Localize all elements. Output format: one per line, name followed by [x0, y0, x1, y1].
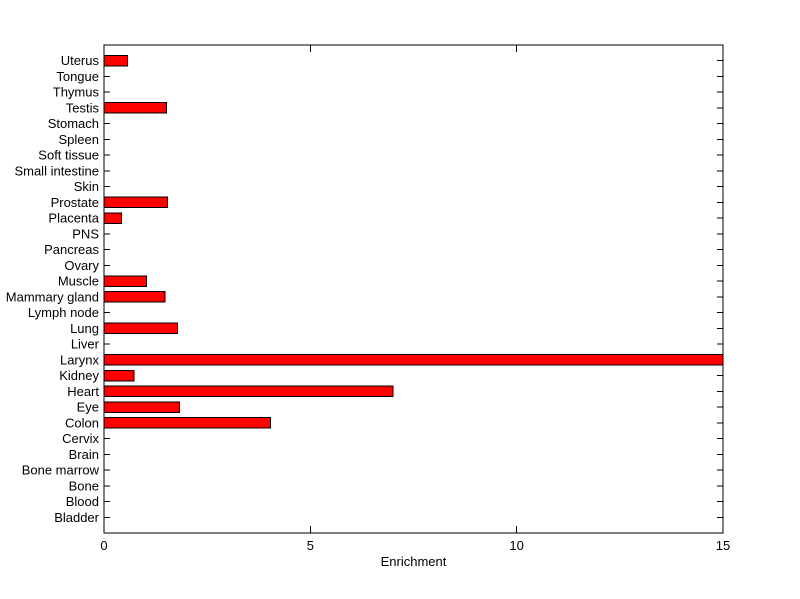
y-tick-label: Heart [67, 384, 99, 399]
y-tick-label: Eye [77, 400, 99, 415]
y-tick-label: Prostate [51, 195, 99, 210]
bar [103, 401, 181, 413]
x-tick-label: 10 [509, 538, 523, 553]
y-tick-label: Brain [69, 447, 99, 462]
y-tick-label: Colon [65, 415, 99, 430]
y-tick-label: Lung [70, 321, 99, 336]
y-tick-label: Pancreas [44, 242, 99, 257]
y-tick-label: Bone [69, 478, 99, 493]
y-tick-label: Spleen [59, 132, 99, 147]
y-tick-label: Small intestine [14, 163, 99, 178]
y-tick-label: PNS [72, 226, 99, 241]
y-tick-label: Cervix [62, 431, 99, 446]
plot-box [103, 44, 724, 534]
y-tick-label: Bone marrow [22, 463, 100, 478]
y-tick-label: Skin [74, 179, 99, 194]
bar [103, 291, 166, 303]
y-tick-label: Uterus [61, 53, 100, 68]
bar [103, 369, 135, 382]
x-tick-label: 0 [100, 538, 107, 553]
y-tick-label: Kidney [59, 368, 99, 383]
y-tick-label: Blood [66, 494, 99, 509]
y-tick-label: Liver [71, 337, 100, 352]
y-tick-label: Bladder [54, 510, 99, 525]
bar [103, 54, 129, 67]
y-tick-label: Larynx [60, 352, 100, 367]
y-tick-label: Soft tissue [38, 148, 99, 163]
x-tick-label: 5 [307, 538, 314, 553]
y-tick-label: Ovary [64, 258, 99, 273]
y-tick-label: Testis [66, 100, 100, 115]
y-tick-label: Lymph node [28, 305, 99, 320]
y-tick-label: Tongue [56, 69, 99, 84]
bar [103, 275, 148, 287]
bar [103, 102, 167, 114]
bar [103, 196, 169, 209]
bar [103, 385, 394, 398]
x-tick-label: 15 [716, 538, 730, 553]
bar [103, 417, 272, 429]
y-tick-label: Stomach [48, 116, 99, 131]
x-axis-label: Enrichment [381, 554, 447, 569]
y-tick-label: Placenta [48, 211, 99, 226]
y-tick-label: Mammary gland [6, 289, 99, 304]
y-tick-label: Muscle [58, 274, 99, 289]
bar [103, 354, 724, 366]
bar [103, 322, 178, 335]
y-tick-label: Thymus [53, 85, 100, 100]
bar [103, 212, 123, 224]
